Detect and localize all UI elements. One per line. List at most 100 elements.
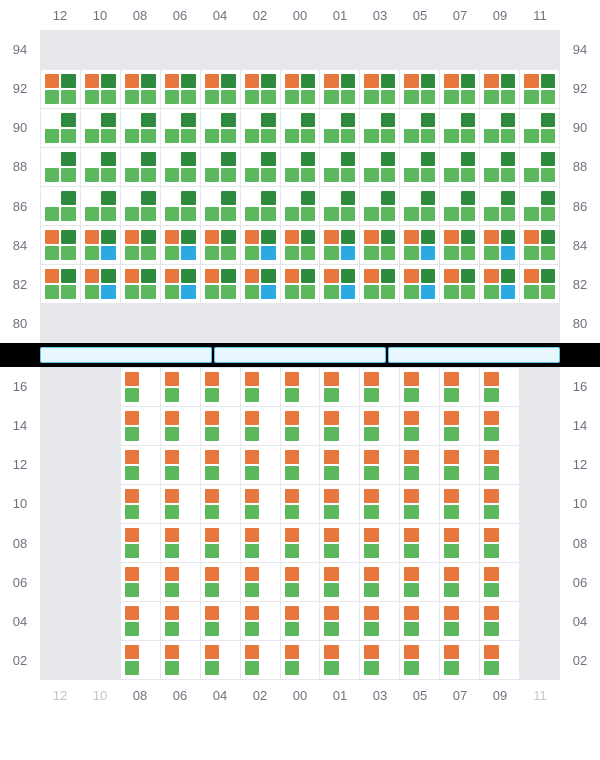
slot-cell[interactable] (121, 70, 160, 108)
slot-cell[interactable] (201, 70, 240, 108)
slot-cell[interactable] (201, 31, 240, 69)
slot-cell[interactable] (360, 407, 399, 445)
slot-cell[interactable] (440, 304, 479, 342)
slot-cell[interactable] (440, 563, 479, 601)
slot-cell[interactable] (121, 641, 160, 679)
slot-cell[interactable] (360, 446, 399, 484)
slot-cell[interactable] (41, 148, 80, 186)
slot-cell[interactable] (360, 109, 399, 147)
slot-cell[interactable] (241, 226, 280, 264)
slot-cell[interactable] (81, 602, 120, 640)
slot-cell[interactable] (440, 187, 479, 225)
slot-cell[interactable] (320, 187, 359, 225)
slot-cell[interactable] (41, 407, 80, 445)
slot-cell[interactable] (241, 109, 280, 147)
slot-cell[interactable] (400, 602, 439, 640)
slot-cell[interactable] (520, 446, 559, 484)
slot-cell[interactable] (400, 485, 439, 523)
slot-cell[interactable] (121, 148, 160, 186)
slot-cell[interactable] (161, 446, 200, 484)
slot-cell[interactable] (320, 368, 359, 406)
slot-cell[interactable] (440, 641, 479, 679)
slot-cell[interactable] (121, 368, 160, 406)
slot-cell[interactable] (440, 446, 479, 484)
slot-cell[interactable] (281, 485, 320, 523)
slot-cell[interactable] (281, 446, 320, 484)
slot-cell[interactable] (360, 524, 399, 562)
slot-cell[interactable] (281, 368, 320, 406)
slot-cell[interactable] (440, 265, 479, 303)
slot-cell[interactable] (320, 602, 359, 640)
slot-cell[interactable] (81, 485, 120, 523)
slot-cell[interactable] (360, 641, 399, 679)
slot-cell[interactable] (41, 563, 80, 601)
slot-cell[interactable] (161, 265, 200, 303)
slot-cell[interactable] (201, 563, 240, 601)
slot-cell[interactable] (320, 524, 359, 562)
slot-cell[interactable] (121, 265, 160, 303)
slot-cell[interactable] (81, 31, 120, 69)
slot-cell[interactable] (201, 265, 240, 303)
slot-cell[interactable] (281, 109, 320, 147)
slot-cell[interactable] (201, 485, 240, 523)
slot-cell[interactable] (281, 407, 320, 445)
slot-cell[interactable] (400, 226, 439, 264)
slot-cell[interactable] (201, 407, 240, 445)
slot-cell[interactable] (41, 524, 80, 562)
slot-cell[interactable] (41, 31, 80, 69)
slot-cell[interactable] (281, 304, 320, 342)
slot-cell[interactable] (281, 31, 320, 69)
slot-cell[interactable] (81, 524, 120, 562)
slot-cell[interactable] (281, 226, 320, 264)
slot-cell[interactable] (201, 304, 240, 342)
slot-cell[interactable] (81, 563, 120, 601)
slot-cell[interactable] (41, 485, 80, 523)
slot-cell[interactable] (520, 109, 559, 147)
slot-cell[interactable] (41, 70, 80, 108)
slot-cell[interactable] (201, 226, 240, 264)
slot-cell[interactable] (480, 641, 519, 679)
slot-cell[interactable] (81, 187, 120, 225)
slot-cell[interactable] (360, 226, 399, 264)
slot-cell[interactable] (41, 641, 80, 679)
slot-cell[interactable] (480, 446, 519, 484)
slot-cell[interactable] (241, 265, 280, 303)
slot-cell[interactable] (241, 446, 280, 484)
slot-cell[interactable] (480, 265, 519, 303)
slot-cell[interactable] (41, 368, 80, 406)
slot-cell[interactable] (520, 407, 559, 445)
slot-cell[interactable] (241, 368, 280, 406)
slot-cell[interactable] (161, 304, 200, 342)
slot-cell[interactable] (241, 641, 280, 679)
slot-cell[interactable] (440, 524, 479, 562)
slot-cell[interactable] (81, 265, 120, 303)
slot-cell[interactable] (520, 602, 559, 640)
slot-cell[interactable] (81, 148, 120, 186)
slot-cell[interactable] (241, 602, 280, 640)
slot-cell[interactable] (121, 563, 160, 601)
slot-cell[interactable] (281, 265, 320, 303)
slot-cell[interactable] (320, 446, 359, 484)
slot-cell[interactable] (480, 485, 519, 523)
slot-cell[interactable] (201, 109, 240, 147)
slot-cell[interactable] (440, 226, 479, 264)
slot-cell[interactable] (520, 524, 559, 562)
slot-cell[interactable] (241, 148, 280, 186)
slot-cell[interactable] (360, 304, 399, 342)
slot-cell[interactable] (121, 485, 160, 523)
slot-cell[interactable] (121, 226, 160, 264)
slot-cell[interactable] (121, 446, 160, 484)
slot-cell[interactable] (480, 304, 519, 342)
slot-cell[interactable] (400, 563, 439, 601)
slot-cell[interactable] (320, 148, 359, 186)
slot-cell[interactable] (121, 407, 160, 445)
slot-cell[interactable] (480, 602, 519, 640)
slot-cell[interactable] (480, 226, 519, 264)
slot-cell[interactable] (241, 70, 280, 108)
slot-cell[interactable] (161, 109, 200, 147)
slot-cell[interactable] (400, 109, 439, 147)
slot-cell[interactable] (440, 602, 479, 640)
slot-cell[interactable] (281, 641, 320, 679)
slot-cell[interactable] (161, 602, 200, 640)
slot-cell[interactable] (320, 407, 359, 445)
